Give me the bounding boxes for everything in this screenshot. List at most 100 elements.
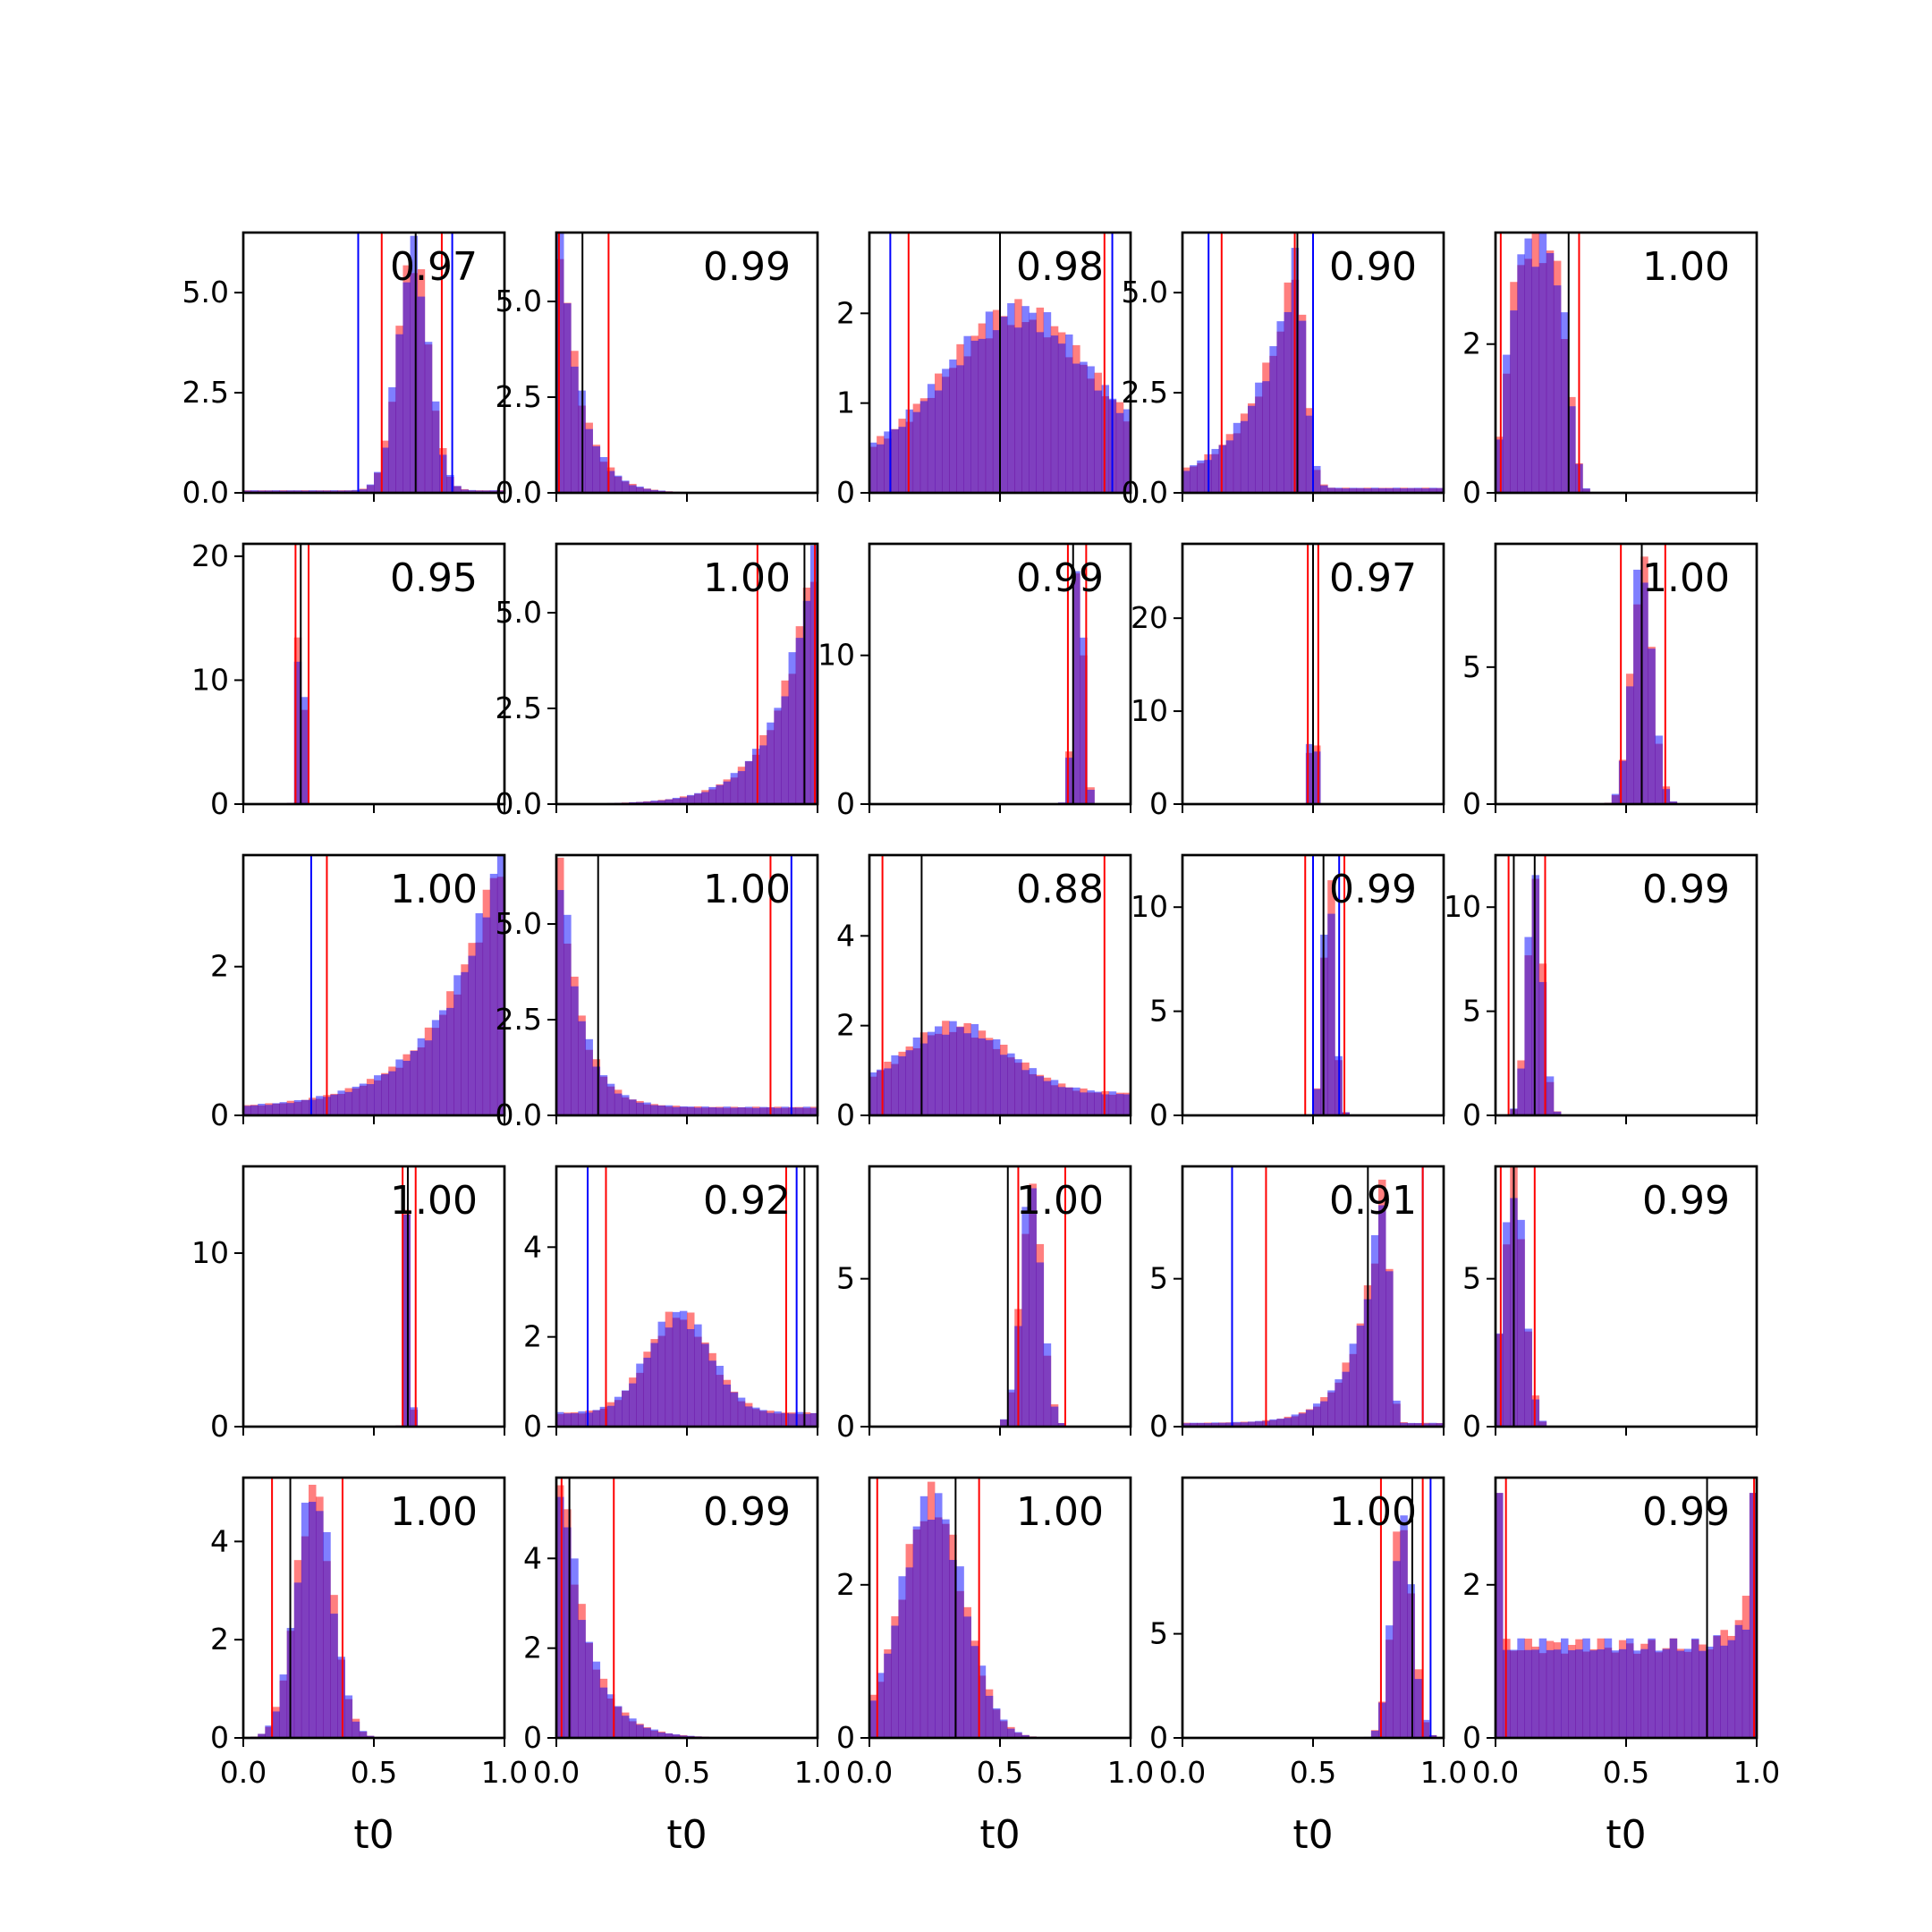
hist-bar-blue	[1007, 1389, 1015, 1427]
panel-r4-c4: 0 2 0.0 0.5 1.0 0.99 t0	[1462, 1476, 1780, 1858]
hist-bar-blue	[410, 1407, 419, 1427]
x-axis-label: t0	[666, 1812, 707, 1858]
hist-bar-blue	[687, 1106, 695, 1115]
hist-bar-blue	[1414, 487, 1423, 493]
hist-bar-blue	[927, 1031, 936, 1115]
y-tick-label: 2	[836, 1008, 855, 1043]
hist-bar-blue	[708, 1360, 716, 1427]
hist-bar-blue	[1182, 470, 1191, 493]
hist-bar-blue	[1589, 1650, 1597, 1738]
hist-bar-blue	[737, 1397, 746, 1427]
score-label: 1.00	[1329, 1489, 1417, 1535]
hist-bar-blue	[1327, 913, 1335, 1115]
hist-bar-blue	[446, 1007, 454, 1115]
hist-bar-blue	[679, 1310, 688, 1427]
hist-bar-blue	[737, 771, 746, 804]
hist-bar-blue	[1298, 1413, 1307, 1427]
hist-bar-blue	[1342, 1371, 1350, 1427]
panel-r1-c0: 0 10 20 0.95	[191, 538, 506, 821]
plot-area	[395, 1166, 419, 1427]
hist-bar-blue	[970, 1023, 979, 1115]
hist-bar-blue	[1190, 1422, 1198, 1427]
hist-bar-blue	[1421, 1423, 1430, 1427]
hist-bar-blue	[1248, 405, 1256, 493]
hist-bar-blue	[912, 1526, 921, 1738]
x-axis-label: t0	[1292, 1812, 1333, 1858]
hist-bar-blue	[556, 1411, 564, 1427]
hist-bar-blue	[1029, 312, 1037, 493]
hist-bar-blue	[1305, 743, 1314, 804]
y-tick-label: 0	[523, 1720, 542, 1755]
hist-bar-blue	[927, 384, 936, 493]
hist-bar-blue	[877, 1069, 885, 1115]
hist-bar-blue	[1197, 460, 1205, 493]
hist-bar-blue	[344, 1091, 353, 1115]
hist-bar-blue	[1072, 1087, 1080, 1115]
hist-bar-blue	[672, 1734, 681, 1738]
hist-bar-blue	[1640, 582, 1648, 804]
hist-bar-blue	[978, 1665, 987, 1738]
hist-bar-blue	[1546, 1649, 1555, 1738]
hist-bar-blue	[687, 794, 695, 804]
hist-bar-blue	[774, 708, 782, 804]
hist-bar-blue	[919, 401, 928, 493]
hist-bar-blue	[352, 1086, 360, 1115]
hist-bar-blue	[1313, 1403, 1321, 1427]
hist-bar-blue	[1101, 1094, 1110, 1115]
y-tick-label: 0	[1462, 786, 1481, 821]
hist-bar-blue	[992, 330, 1001, 493]
hist-bar-blue	[809, 1412, 818, 1427]
hist-bar-blue	[737, 1106, 746, 1115]
y-tick-label: 10	[191, 662, 229, 697]
hist-bar-blue	[1036, 332, 1045, 493]
y-tick-label: 2	[1462, 326, 1481, 361]
hist-bar-blue	[468, 489, 476, 493]
hist-bar-blue	[564, 1413, 572, 1427]
hist-bar-blue	[1662, 789, 1671, 804]
hist-bar-blue	[1291, 1414, 1300, 1427]
hist-bar-blue	[650, 1343, 658, 1427]
hist-bar-blue	[571, 986, 579, 1115]
panel-r4-c0: 0 2 4 0.0 0.5 1.0 1.00 t0	[210, 1476, 528, 1858]
x-tick-label: 1.0	[1420, 1755, 1467, 1790]
plot-area	[556, 544, 818, 804]
hist-bar-blue	[716, 1365, 724, 1427]
hist-bar-blue	[884, 1068, 892, 1115]
hist-bar-blue	[265, 1105, 273, 1115]
hist-bar-blue	[293, 661, 302, 804]
hist-bar-blue	[606, 1694, 615, 1738]
y-tick-label: 4	[836, 918, 855, 953]
hist-bar-blue	[672, 1311, 681, 1427]
hist-bar-blue	[461, 971, 469, 1115]
hist-bar-blue	[1633, 1650, 1641, 1738]
hist-bar-blue	[1087, 366, 1095, 493]
y-tick-label: 20	[191, 538, 229, 573]
hist-bar-blue	[1378, 487, 1386, 493]
hist-bar-blue	[956, 365, 964, 493]
panel-r3-c4: 050.99	[1462, 1165, 1758, 1444]
hist-bar-blue	[1393, 1561, 1401, 1738]
hist-bar-blue	[1524, 238, 1532, 493]
hist-bar-blue	[1108, 1091, 1117, 1115]
panel-r4-c2: 0 2 0.0 0.5 1.0 1.00 t0	[836, 1476, 1154, 1858]
hist-bar-blue	[564, 914, 572, 1115]
hist-bar-blue	[606, 470, 615, 493]
score-label: 0.99	[1642, 867, 1730, 912]
hist-bar-blue	[1669, 1638, 1678, 1738]
score-label: 1.00	[390, 1178, 478, 1224]
plot-area	[1356, 1478, 1444, 1738]
hist-bar-blue	[388, 386, 396, 493]
hist-bar-blue	[1648, 1638, 1656, 1738]
y-tick-label: 5	[836, 1261, 855, 1296]
hist-bar-blue	[869, 1700, 877, 1738]
score-label: 1.00	[1642, 244, 1730, 290]
hist-bar-blue	[636, 1363, 644, 1427]
hist-bar-blue	[1029, 1068, 1037, 1115]
hist-bar-blue	[774, 1107, 782, 1115]
hist-bar-blue	[1276, 1419, 1284, 1427]
hist-bar-blue	[1065, 334, 1073, 493]
hist-bar-blue	[1538, 981, 1547, 1115]
hist-bar-blue	[1050, 1406, 1059, 1427]
hist-bar-blue	[1000, 1055, 1008, 1115]
hist-bar-blue	[1626, 686, 1634, 804]
